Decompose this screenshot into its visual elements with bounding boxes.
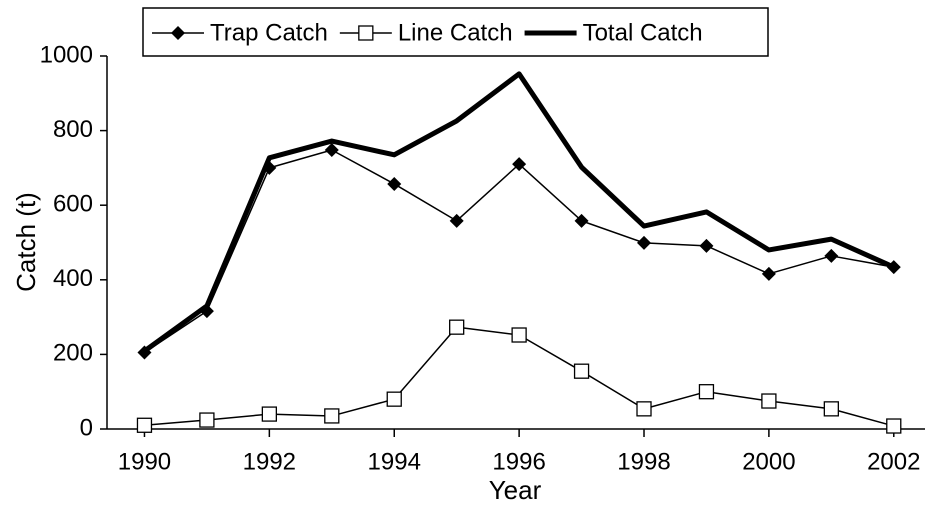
data-point: [637, 235, 652, 250]
data-point: [886, 418, 902, 434]
data-point: [324, 142, 339, 157]
data-point: [386, 391, 402, 407]
data-point: [699, 238, 714, 253]
data-point: [261, 406, 278, 422]
x-tick-label: 1996: [492, 448, 545, 475]
y-tick-label: 400: [53, 265, 93, 292]
y-tick-label: 0: [80, 414, 93, 441]
legend-box: [142, 7, 769, 57]
data-point: [324, 408, 340, 424]
legend-label: Trap Catch: [210, 19, 328, 46]
data-point: [387, 176, 402, 191]
y-tick-label: 200: [53, 340, 93, 367]
y-tick-label: 1000: [40, 41, 93, 68]
data-point: [449, 213, 464, 228]
data-point: [512, 157, 527, 172]
x-tick-label: 2000: [742, 448, 795, 475]
legend-label: Total Catch: [583, 19, 703, 46]
legend-label: Line Catch: [398, 19, 513, 46]
data-point: [698, 384, 715, 400]
data-point: [824, 248, 839, 263]
x-tick-label: 2002: [867, 448, 920, 475]
y-tick-label: 800: [53, 116, 93, 143]
legend-marker: [358, 25, 374, 41]
x-tick-label: 1994: [368, 448, 421, 475]
data-point: [199, 412, 215, 428]
x-tick-label: 1998: [617, 448, 670, 475]
data-point: [823, 401, 839, 417]
data-point: [511, 327, 527, 343]
x-tick-label: 1992: [243, 448, 296, 475]
series-line: [143, 71, 895, 354]
y-tick-label: 600: [53, 191, 93, 218]
data-point: [573, 363, 590, 379]
data-point: [136, 417, 153, 433]
data-point: [449, 319, 465, 335]
x-axis-label: Year: [489, 475, 542, 505]
series-line: [144, 149, 894, 354]
data-point: [761, 393, 777, 409]
data-point: [761, 266, 776, 281]
data-point: [574, 213, 589, 228]
x-tick-label: 1990: [118, 448, 171, 475]
legend-marker: [171, 26, 185, 40]
y-axis-label: Catch (t): [11, 192, 41, 292]
data-point: [636, 401, 652, 417]
